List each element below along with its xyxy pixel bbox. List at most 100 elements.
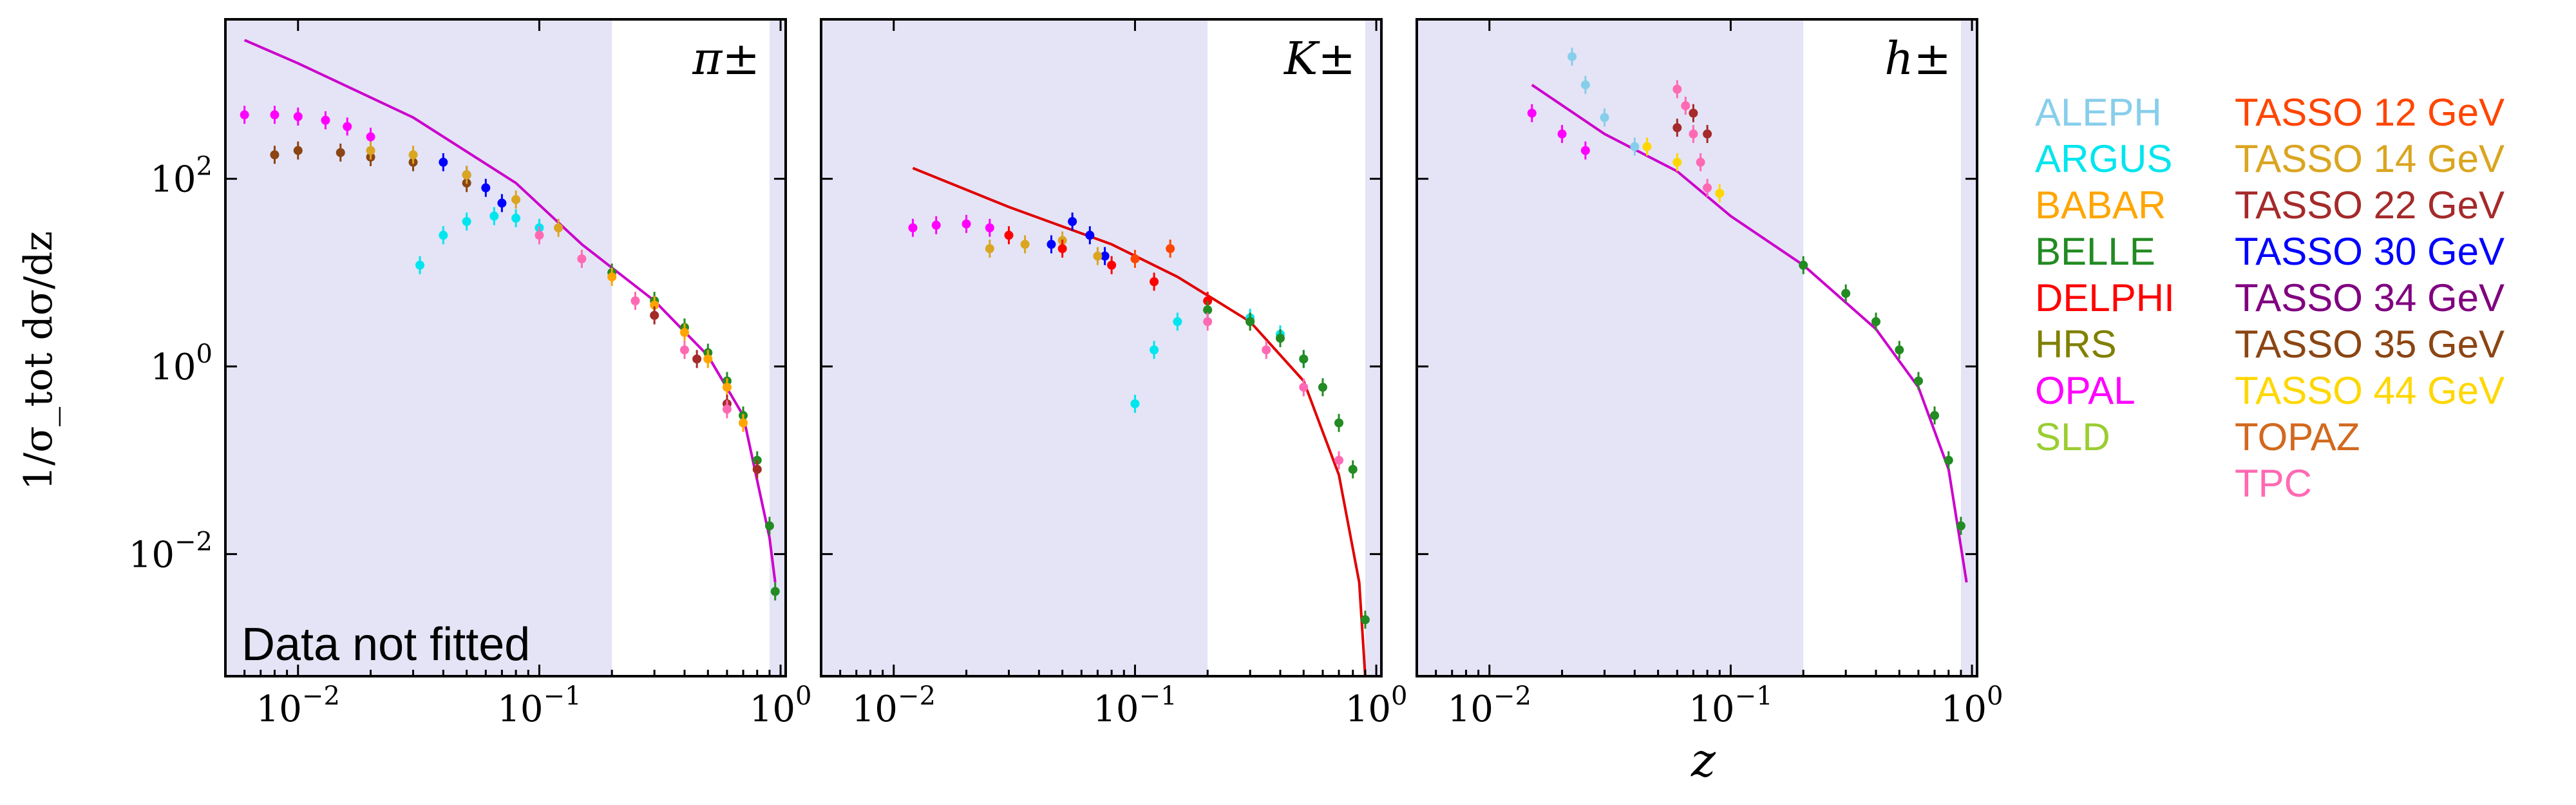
series-opal xyxy=(1527,104,1590,160)
x-tick-label: 10−2 xyxy=(1448,681,1531,730)
data-point xyxy=(1567,52,1577,61)
data-point xyxy=(722,383,732,392)
legend-entry-argus: ARGUS xyxy=(2035,137,2172,180)
data-point xyxy=(1681,101,1690,111)
legend-entry-tasso-30-gev: TASSO 30 GeV xyxy=(2235,230,2505,273)
not-fitted-region-high xyxy=(1365,19,1381,676)
data-point xyxy=(961,219,971,229)
legend-entry-tasso-12-gev: TASSO 12 GeV xyxy=(2235,91,2505,134)
panel-data xyxy=(240,39,780,601)
data-point xyxy=(408,150,418,160)
data-point xyxy=(439,157,448,167)
data-point xyxy=(1600,113,1609,122)
data-point xyxy=(1203,305,1213,315)
data-point xyxy=(1020,240,1030,249)
y-axis-label-text: 1/σ_tot dσ/dz xyxy=(16,231,61,490)
series-belle xyxy=(1799,256,1965,535)
data-point xyxy=(908,223,918,232)
data-point xyxy=(1130,254,1140,263)
data-point xyxy=(1944,455,1953,465)
panel-label: h± xyxy=(1884,32,1951,85)
panel-data xyxy=(1527,47,1968,583)
series-tasso-12-gev xyxy=(1130,240,1175,268)
data-point xyxy=(321,115,330,125)
data-point xyxy=(1689,108,1698,118)
x-axis-label: z xyxy=(1690,733,1716,787)
not-fitted-region-low xyxy=(821,19,1208,676)
data-point xyxy=(343,122,352,131)
series-tasso-44-gev xyxy=(1642,137,1725,203)
data-point xyxy=(1715,189,1725,198)
data-point xyxy=(1689,129,1698,139)
legend-entry-opal: OPAL xyxy=(2035,369,2136,412)
series-tasso-22-gev xyxy=(1672,104,1712,144)
not-fitted-region-high xyxy=(1960,19,1977,676)
data-point xyxy=(1150,277,1159,287)
data-point xyxy=(462,217,471,226)
x-tick-label: 100 xyxy=(750,681,812,730)
series-tpc xyxy=(1672,80,1712,197)
legend-entry-tpc: TPC xyxy=(2235,462,2312,505)
annotation-data-not-fitted: Data not fitted xyxy=(242,619,530,670)
data-point xyxy=(607,272,617,281)
data-point xyxy=(1841,289,1851,298)
panel-frame xyxy=(224,18,787,677)
panel-3: 10−2 10−1 100 h± xyxy=(1416,18,2003,730)
data-point xyxy=(1642,142,1652,151)
series-babar xyxy=(607,267,762,478)
data-point xyxy=(489,211,499,221)
series-tpc xyxy=(535,226,732,419)
data-point xyxy=(336,147,345,157)
series-tasso-22-gev xyxy=(650,306,762,478)
series-argus xyxy=(415,207,544,274)
series-aleph xyxy=(1567,47,1640,156)
data-point xyxy=(481,183,491,193)
legend-entry-hrs: HRS xyxy=(2035,323,2117,366)
data-point xyxy=(1672,84,1682,94)
data-point xyxy=(1299,354,1309,364)
data-point xyxy=(1130,399,1140,408)
legend-entry-topaz: TOPAZ xyxy=(2235,415,2360,459)
panel-label: K± xyxy=(1283,32,1356,85)
not-fitted-region-low xyxy=(1417,19,1804,676)
data-point xyxy=(366,146,375,155)
data-point xyxy=(462,170,471,180)
data-point xyxy=(1895,345,1904,355)
data-point xyxy=(1275,334,1285,343)
data-point xyxy=(1696,157,1705,167)
data-point xyxy=(1527,108,1537,118)
data-point xyxy=(1334,418,1344,428)
data-point xyxy=(1348,464,1358,474)
data-point xyxy=(577,254,587,263)
data-point xyxy=(1262,345,1271,355)
legend-entry-tasso-22-gev: TASSO 22 GeV xyxy=(2235,184,2505,227)
data-point xyxy=(1956,521,1965,531)
data-point xyxy=(1703,183,1712,193)
panel-frame xyxy=(1416,18,1978,677)
panel-2: 10−2 10−1 100 K± xyxy=(820,18,1407,730)
data-point xyxy=(1630,142,1640,151)
data-point xyxy=(1004,231,1014,240)
data-point xyxy=(650,300,659,310)
legend-entry-tasso-35-gev: TASSO 35 GeV xyxy=(2235,323,2505,366)
legend-entry-tasso-14-gev: TASSO 14 GeV xyxy=(2235,137,2505,180)
data-point xyxy=(1150,345,1159,355)
data-point xyxy=(415,260,425,270)
data-point xyxy=(1093,251,1103,261)
data-point xyxy=(770,587,780,596)
x-tick-label: 10−2 xyxy=(256,681,340,730)
data-point xyxy=(985,244,994,254)
x-tick-label: 10−1 xyxy=(1093,681,1177,730)
x-tick-label: 10−1 xyxy=(497,681,581,730)
data-point xyxy=(1580,80,1590,90)
panel-label: π± xyxy=(692,32,760,85)
panel-frame xyxy=(820,18,1383,677)
y-axis-label: 1/σ_tot dσ/dz xyxy=(16,231,61,490)
data-point xyxy=(1580,146,1590,155)
legend-entry-sld: SLD xyxy=(2035,415,2110,459)
data-point xyxy=(1871,317,1880,327)
series-belle xyxy=(1203,301,1370,629)
legend-entry-aleph: ALEPH xyxy=(2035,91,2162,134)
